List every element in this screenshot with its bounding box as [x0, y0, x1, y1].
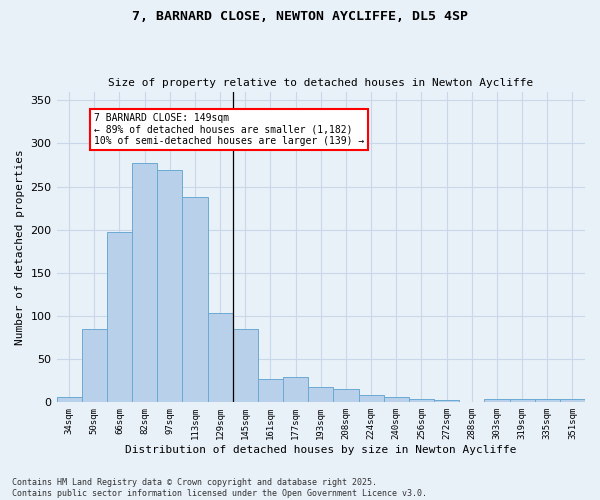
Bar	[334, 390, 359, 402]
Bar	[509, 399, 535, 402]
Bar	[535, 399, 560, 402]
Text: 7, BARNARD CLOSE, NEWTON AYCLIFFE, DL5 4SP: 7, BARNARD CLOSE, NEWTON AYCLIFFE, DL5 4…	[132, 10, 468, 23]
Bar	[233, 329, 258, 402]
Bar	[258, 379, 283, 402]
Bar	[409, 399, 434, 402]
Y-axis label: Number of detached properties: Number of detached properties	[15, 149, 25, 345]
Bar	[132, 163, 157, 402]
Bar	[359, 396, 383, 402]
Bar	[56, 397, 82, 402]
Bar	[434, 400, 459, 402]
X-axis label: Distribution of detached houses by size in Newton Aycliffe: Distribution of detached houses by size …	[125, 445, 517, 455]
Bar	[308, 387, 334, 402]
Text: Contains HM Land Registry data © Crown copyright and database right 2025.
Contai: Contains HM Land Registry data © Crown c…	[12, 478, 427, 498]
Bar	[82, 329, 107, 402]
Title: Size of property relative to detached houses in Newton Aycliffe: Size of property relative to detached ho…	[108, 78, 533, 88]
Bar	[157, 170, 182, 402]
Bar	[283, 378, 308, 402]
Bar	[182, 197, 208, 402]
Bar	[484, 399, 509, 402]
Bar	[208, 312, 233, 402]
Bar	[383, 397, 409, 402]
Bar	[107, 232, 132, 402]
Bar	[560, 399, 585, 402]
Text: 7 BARNARD CLOSE: 149sqm
← 89% of detached houses are smaller (1,182)
10% of semi: 7 BARNARD CLOSE: 149sqm ← 89% of detache…	[94, 113, 365, 146]
